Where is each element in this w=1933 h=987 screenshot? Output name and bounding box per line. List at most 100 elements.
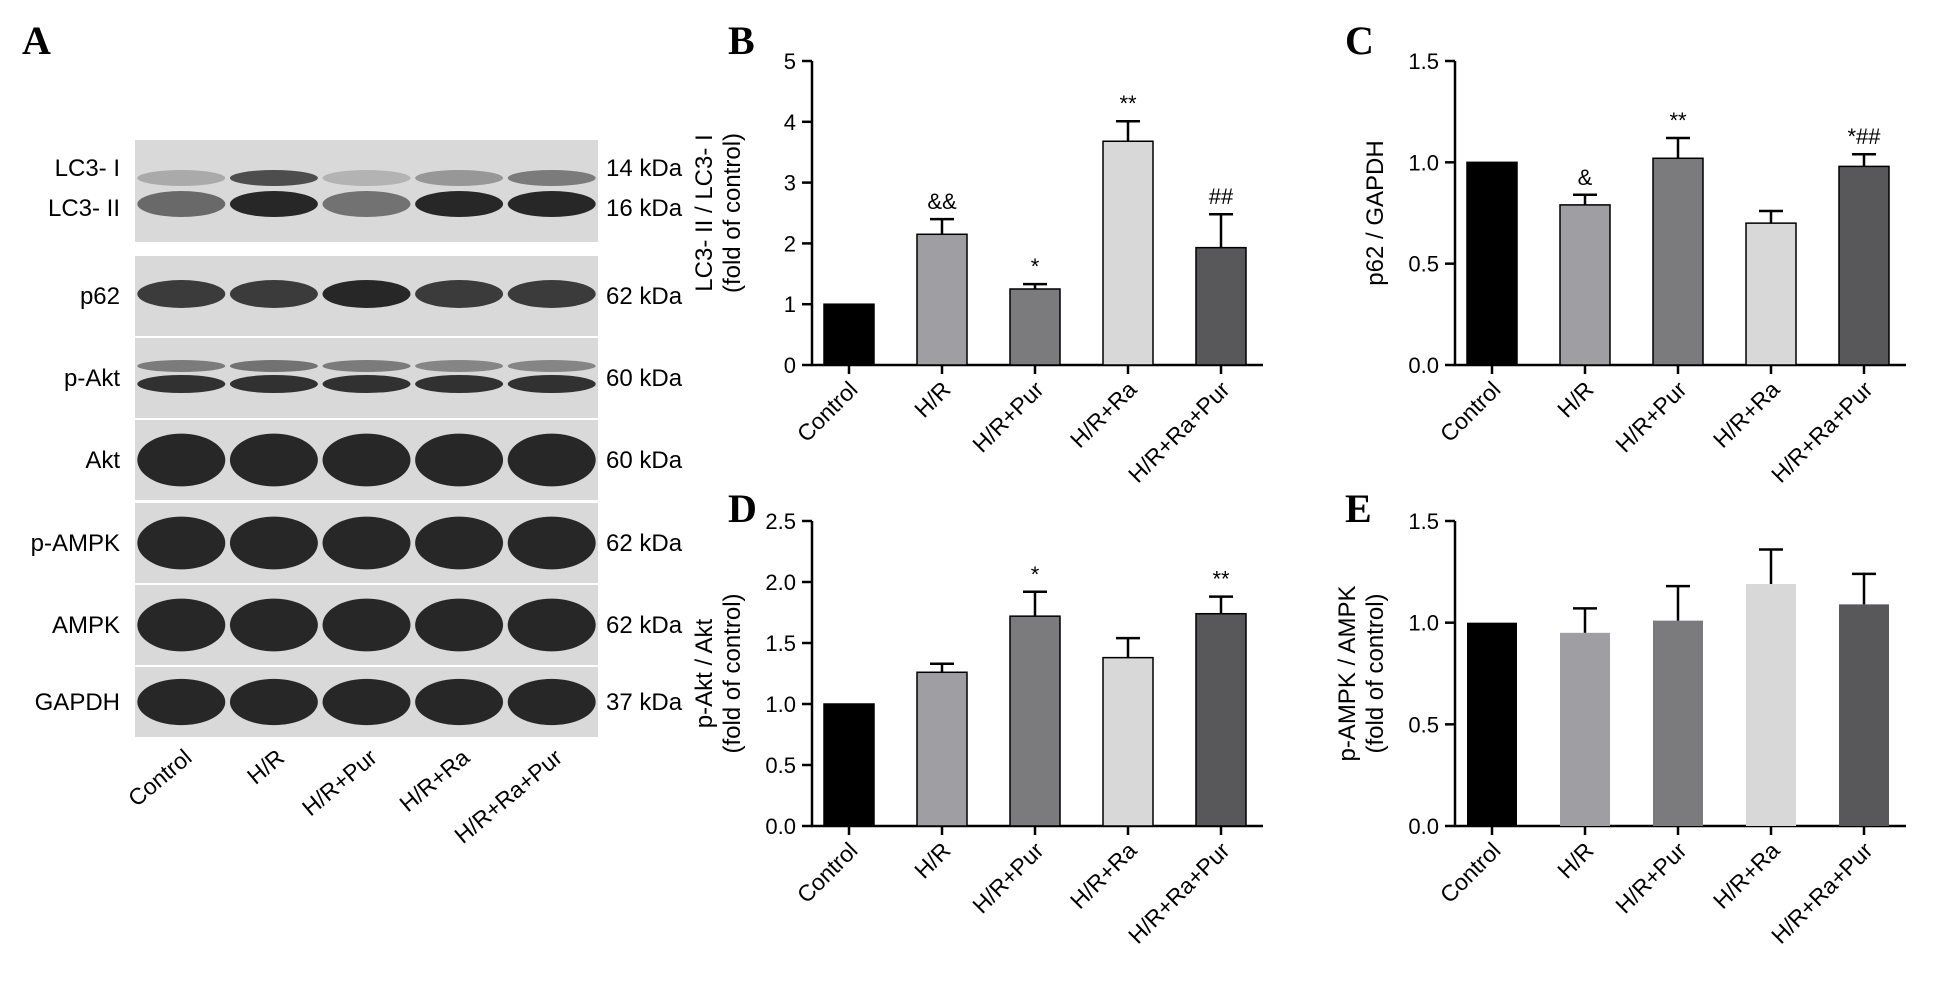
x-tick-label: H/R+Pur bbox=[1610, 837, 1691, 918]
blot-row-6: GAPDH 37 kDa bbox=[35, 667, 683, 737]
blot-protein-label: GAPDH bbox=[35, 689, 120, 716]
bar-control bbox=[823, 703, 875, 827]
significance-mark: *## bbox=[1847, 124, 1881, 149]
x-tick-label: H/R+Ra bbox=[1708, 837, 1785, 914]
x-tick-label: H/R+Ra+Pur bbox=[1123, 837, 1235, 949]
chart-panel-c: C 0.0 0.5 1.0 1.5 p62 / GAPDH Control & H/R ** H/R… bbox=[1345, 18, 1906, 488]
y-tick-label: 0.5 bbox=[1408, 712, 1439, 737]
y-axis-label: p62 / GAPDH bbox=[1362, 140, 1389, 285]
blot-band bbox=[229, 598, 318, 652]
x-tick-label: Control bbox=[1435, 837, 1506, 908]
significance-mark: ## bbox=[1209, 184, 1234, 209]
blot-lane-label: Control bbox=[123, 744, 197, 812]
blot-kda-label: 62 kDa bbox=[606, 530, 683, 557]
blot-row-4: p-AMPK 62 kDa bbox=[31, 503, 683, 583]
significance-mark: * bbox=[1031, 562, 1040, 587]
x-tick-label: H/R+Ra+Pur bbox=[1766, 837, 1878, 949]
bar-h-r-pur bbox=[1009, 615, 1061, 827]
blot-band bbox=[415, 280, 504, 308]
y-tick-label: 1 bbox=[784, 292, 796, 317]
blot-band bbox=[137, 280, 226, 308]
blot-band bbox=[137, 598, 226, 652]
y-tick-label: 2 bbox=[784, 231, 796, 256]
x-tick-label: H/R+Ra bbox=[1708, 376, 1785, 453]
bar-h-r-pur bbox=[1653, 620, 1703, 826]
x-tick-label: H/R+Pur bbox=[967, 376, 1048, 457]
x-tick-label: H/R+Ra bbox=[1065, 837, 1142, 914]
y-tick-label: 1.0 bbox=[765, 692, 796, 717]
blot-row-2: p-Akt 60 kDa bbox=[64, 338, 683, 418]
western-blot-panel: LC3- I LC3- II 14 kDa 16 kDa p62 62 kDa p-Akt 6… bbox=[31, 140, 683, 848]
chart-panel-b: B 0 1 2 3 4 5 LC3- II / LC3- I (fold of control)… bbox=[691, 18, 1263, 488]
bar-h-r-ra bbox=[1746, 584, 1796, 826]
blot-kda-label: 62 kDa bbox=[606, 612, 683, 639]
y-tick-label: 4 bbox=[784, 110, 796, 135]
y-tick-label: 2.5 bbox=[765, 509, 796, 534]
y-axis-label: (fold of control) bbox=[719, 593, 746, 753]
blot-band bbox=[507, 360, 596, 372]
blot-protein-label: p62 bbox=[80, 283, 120, 310]
x-tick-label: H/R+Pur bbox=[967, 837, 1048, 918]
chart-panel-e: E 0.0 0.5 1.0 1.5 p-AMPK / AMPK (fold of contr… bbox=[1334, 486, 1906, 949]
blot-band bbox=[229, 433, 318, 487]
significance-mark: & bbox=[1578, 165, 1593, 190]
bar-h-r-ra bbox=[1745, 222, 1797, 366]
bar-control bbox=[1467, 622, 1517, 826]
x-tick-label: Control bbox=[792, 376, 863, 447]
blot-kda-label: 60 kDa bbox=[606, 447, 683, 474]
chart-panel-d: D 0.0 0.5 1.0 1.5 2.0 2.5 p-Akt / Akt (fold of c… bbox=[691, 486, 1263, 949]
blot-band bbox=[322, 170, 411, 186]
x-tick-label: H/R bbox=[909, 837, 955, 883]
bar-h-r bbox=[916, 233, 968, 366]
blot-band bbox=[415, 191, 504, 217]
x-tick-label: H/R bbox=[909, 376, 955, 422]
bar-h-r-pur bbox=[1009, 288, 1061, 366]
blot-band bbox=[415, 360, 504, 372]
blot-band bbox=[322, 191, 411, 217]
bar-h-r-pur bbox=[1652, 157, 1704, 366]
y-tick-label: 0 bbox=[784, 353, 796, 378]
blot-band bbox=[322, 598, 411, 652]
blot-kda-label: 62 kDa bbox=[606, 283, 683, 310]
blot-band bbox=[137, 360, 226, 372]
y-tick-label: 1.0 bbox=[1408, 611, 1439, 636]
bar-h-r-ra-pur bbox=[1195, 246, 1247, 366]
blot-band bbox=[137, 375, 226, 393]
blot-row-1: p62 62 kDa bbox=[80, 256, 683, 336]
blot-band bbox=[137, 516, 226, 570]
y-tick-label: 0.0 bbox=[1408, 814, 1439, 839]
blot-kda-label: 14 kDa bbox=[606, 155, 683, 182]
blot-band bbox=[229, 170, 318, 186]
bar-control bbox=[1466, 161, 1518, 366]
y-tick-label: 1.5 bbox=[1408, 509, 1439, 534]
blot-lane-label: H/R bbox=[242, 744, 289, 789]
blot-band bbox=[322, 678, 411, 726]
bar-h-r-ra bbox=[1102, 656, 1154, 827]
bar-h-r-ra-pur bbox=[1838, 165, 1890, 366]
blot-band bbox=[137, 678, 226, 726]
blot-row-0: LC3- I LC3- II 14 kDa 16 kDa bbox=[48, 140, 683, 242]
y-axis-label: (fold of control) bbox=[719, 133, 746, 293]
blot-band bbox=[322, 280, 411, 308]
x-tick-label: H/R+Ra+Pur bbox=[1766, 376, 1878, 488]
blot-band bbox=[415, 678, 504, 726]
blot-band bbox=[507, 598, 596, 652]
blot-band bbox=[229, 280, 318, 308]
significance-mark: ** bbox=[1212, 567, 1230, 592]
y-tick-label: 1.0 bbox=[1408, 150, 1439, 175]
blot-band bbox=[415, 433, 504, 487]
x-tick-label: H/R+Ra+Pur bbox=[1123, 376, 1235, 488]
blot-band bbox=[415, 375, 504, 393]
blot-protein-label: p-AMPK bbox=[31, 530, 120, 557]
x-tick-label: H/R+Ra bbox=[1065, 376, 1142, 453]
blot-band bbox=[507, 516, 596, 570]
y-tick-label: 5 bbox=[784, 49, 796, 74]
y-tick-label: 0.0 bbox=[765, 814, 796, 839]
significance-mark: ** bbox=[1119, 91, 1137, 116]
blot-row-3: Akt 60 kDa bbox=[85, 420, 683, 500]
panel-letter: D bbox=[728, 486, 757, 531]
blot-band bbox=[415, 170, 504, 186]
blot-band bbox=[229, 516, 318, 570]
blot-band bbox=[229, 191, 318, 217]
x-tick-label: H/R+Pur bbox=[1610, 376, 1691, 457]
